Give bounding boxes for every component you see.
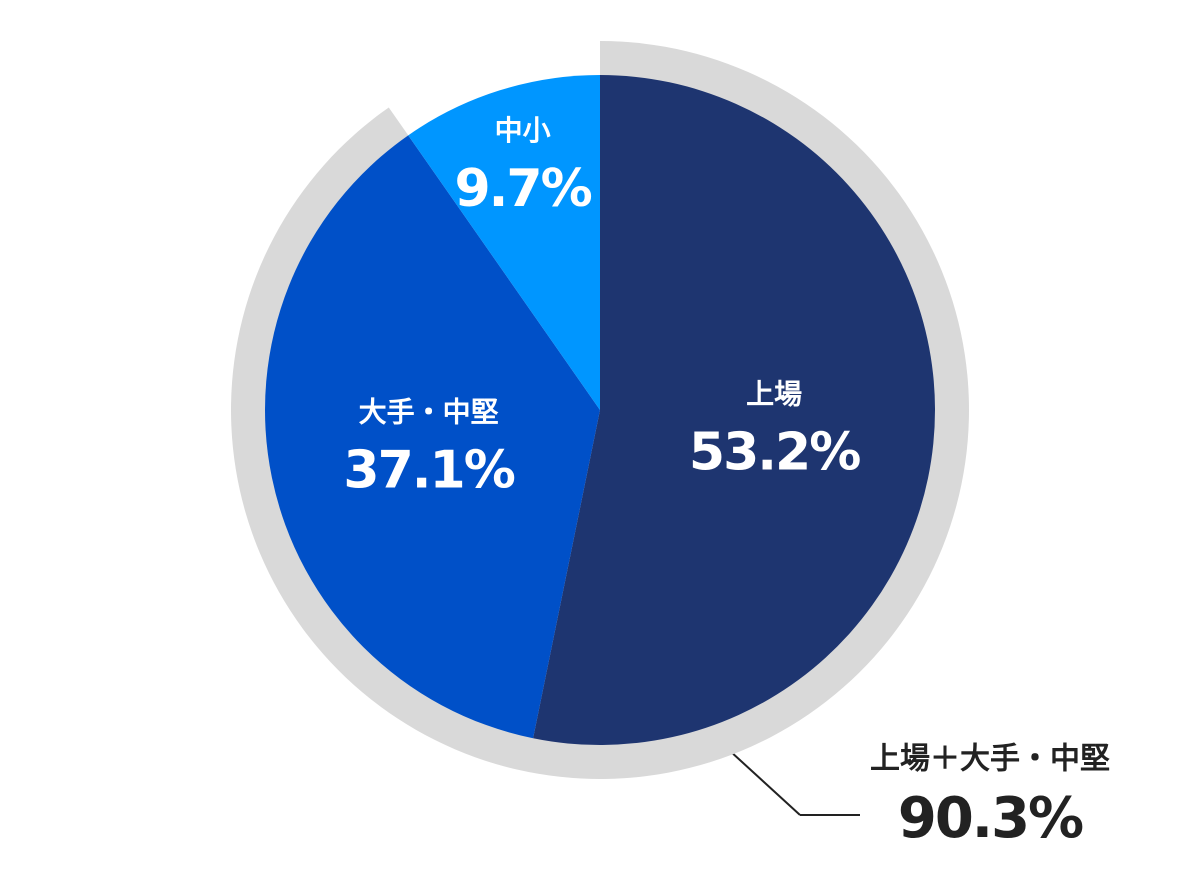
slice-name: 中小 [495,114,551,147]
pie-slice [408,75,600,410]
slice-name: 上場 [746,378,802,411]
slice-name: 大手・中堅 [359,395,499,428]
slice-value: 37.1% [343,440,514,500]
annotation-value: 90.3% [898,786,1083,851]
slice-value: 9.7% [454,159,591,219]
pie-slice [533,75,935,745]
pie-slice [264,135,600,739]
slice-value: 53.2% [689,423,860,483]
annotation-label: 上場＋大手・中堅 [870,742,1110,777]
